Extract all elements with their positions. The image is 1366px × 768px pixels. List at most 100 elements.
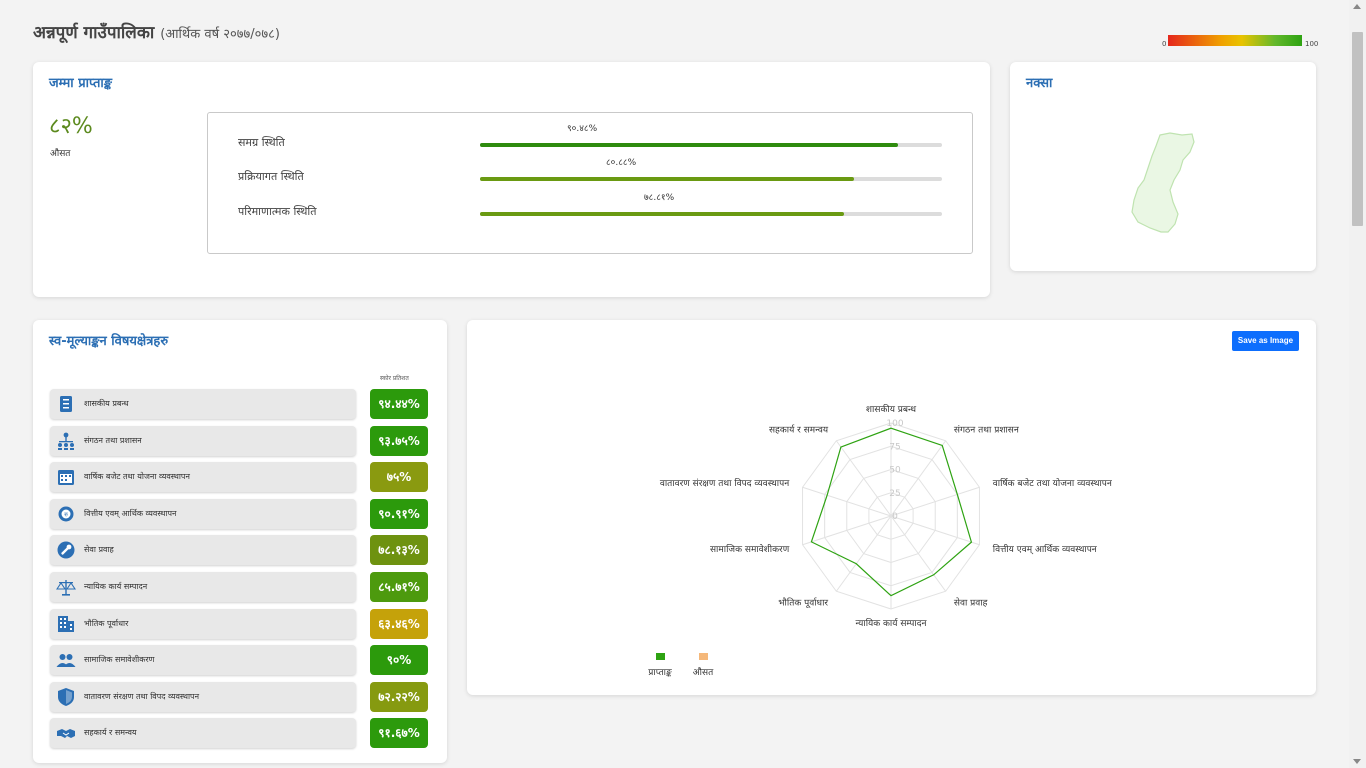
area-row[interactable]: शासकीय प्रबन्ध ९४.४४% xyxy=(50,389,428,419)
progress-track xyxy=(480,143,942,147)
radar-axis-label: सेवा प्रवाह xyxy=(954,597,988,609)
area-row[interactable]: वातावरण संरक्षण तथा विपद व्यवस्थापन ७२.२२… xyxy=(50,681,428,712)
area-pill[interactable]: सहकार्य र समन्वय xyxy=(50,718,356,749)
scale-max-label: 100 xyxy=(1305,40,1319,48)
scroll-down-arrow-icon[interactable] xyxy=(1353,759,1361,764)
average-score-label: औसत xyxy=(50,149,71,159)
svg-text:रु: रु xyxy=(64,511,68,518)
municipality-map-shape[interactable] xyxy=(1010,62,1316,271)
area-label: भौतिक पूर्वाधार xyxy=(84,618,129,628)
building-icon xyxy=(58,615,74,632)
radar-chart-card: 0 25 50 75 100 शासकीय प्रबन्ध संगठन तथा प्रशास… xyxy=(467,320,1316,695)
page-scrollbar[interactable] xyxy=(1349,0,1366,768)
area-score-badge: ९४.४४% xyxy=(370,389,428,419)
people-icon xyxy=(56,654,76,668)
radar-axis-label: भौतिक पूर्वाधार xyxy=(778,597,828,609)
area-row[interactable]: वार्षिक बजेट तथा योजना व्यवस्थापन ७५% xyxy=(50,462,428,493)
radar-axis-label: सहकार्य र समन्वय xyxy=(769,423,829,435)
radar-axis-label: संगठन तथा प्रशासन xyxy=(954,424,1020,435)
area-pill[interactable]: वातावरण संरक्षण तथा विपद व्यवस्थापन xyxy=(50,681,356,712)
area-score-badge: ९३.७५% xyxy=(370,425,428,456)
score-column-header: स्कोर प्रतिशत xyxy=(380,375,409,382)
area-pill[interactable]: संगठन तथा प्रशासन xyxy=(50,425,356,456)
status-percent: ९०.४८% xyxy=(567,124,598,134)
area-pill[interactable]: न्यायिक कार्य सम्पादन xyxy=(50,572,356,602)
area-pill[interactable]: सेवा प्रवाह xyxy=(50,535,356,566)
total-score-card: जम्मा प्राप्ताङ्क ८२% औसत समग्र स्थिति ९… xyxy=(33,62,990,297)
radar-axis-label: वातावरण संरक्षण तथा विपद व्यवस्थापन xyxy=(660,477,790,489)
area-label: वातावरण संरक्षण तथा विपद व्यवस्थापन xyxy=(84,691,200,701)
area-label: सामाजिक समावेशीकरण xyxy=(84,655,155,665)
shield-icon xyxy=(58,687,74,706)
area-row[interactable]: सहकार्य र समन्वय ९१.६७% xyxy=(50,718,428,749)
area-row[interactable]: सामाजिक समावेशीकरण ९०% xyxy=(50,645,428,676)
area-row[interactable]: संगठन तथा प्रशासन ९३.७५% xyxy=(50,425,428,456)
radar-chart: 0 25 50 75 100 शासकीय प्रबन्ध संगठन तथा प्रशास… xyxy=(648,403,1113,678)
area-label: संगठन तथा प्रशासन xyxy=(84,435,142,445)
total-score-title: जम्मा प्राप्ताङ्क xyxy=(49,76,112,91)
area-score-badge: ७८.१३% xyxy=(370,535,428,566)
radar-tick-label: 75 xyxy=(889,442,900,452)
radar-tick-label: 50 xyxy=(889,466,901,476)
area-pill[interactable]: शासकीय प्रबन्ध xyxy=(50,389,356,419)
status-label: परिमाणात्मक स्थिति xyxy=(238,205,317,218)
radar-spoke xyxy=(890,440,947,517)
radar-spoke xyxy=(802,486,892,517)
scales-icon xyxy=(56,580,76,596)
radar-spoke xyxy=(835,515,892,592)
radar-spoke xyxy=(890,515,980,546)
status-box: समग्र स्थिति ९०.४८% प्रक्रियागत स्थिति ८… xyxy=(207,112,973,254)
radar-spoke xyxy=(890,515,947,592)
wrench-icon xyxy=(57,541,75,559)
radar-axis-label: वित्तीय एवम् आर्थिक व्यवस्थापन xyxy=(993,543,1098,555)
area-pill[interactable]: वार्षिक बजेट तथा योजना व्यवस्थापन xyxy=(50,462,356,493)
area-row[interactable]: न्यायिक कार्य सम्पादन ८५.७१% xyxy=(50,572,428,602)
areas-title: स्व-मूल्याङ्कन विषयक्षेत्रहरु xyxy=(49,334,169,349)
radar-axis-label: शासकीय प्रबन्ध xyxy=(866,403,917,415)
progress-track xyxy=(480,177,942,181)
scrollbar-thumb[interactable] xyxy=(1352,32,1363,226)
legend-swatch xyxy=(656,653,665,660)
area-row[interactable]: भौतिक पूर्वाधार ६३.४६% xyxy=(50,608,428,639)
progress-fill xyxy=(480,212,845,216)
area-label: शासकीय प्रबन्ध xyxy=(84,399,129,408)
area-pill[interactable]: सामाजिक समावेशीकरण xyxy=(50,645,356,676)
area-row[interactable]: रु वित्तीय एवम् आर्थिक व्यवस्थापन ९०.९१% xyxy=(50,498,428,529)
gear-money-icon: रु xyxy=(58,506,74,522)
radar-spoke xyxy=(835,440,892,517)
area-label: वित्तीय एवम् आर्थिक व्यवस्थापन xyxy=(84,508,177,518)
radar-tick-label: 0 xyxy=(892,512,898,522)
radar-axis-label: न्यायिक कार्य सम्पादन xyxy=(855,617,927,629)
color-scale-legend: 0 100 xyxy=(1162,35,1318,49)
area-score-badge: ९०.९१% xyxy=(370,498,428,529)
status-percent: ७८.८१% xyxy=(644,193,675,203)
color-scale-bar xyxy=(1168,35,1302,46)
area-pill[interactable]: रु वित्तीय एवम् आर्थिक व्यवस्थापन xyxy=(50,498,356,529)
legend-label: प्राप्ताङ्क xyxy=(648,668,672,678)
area-score-badge: ९१.६७% xyxy=(370,718,428,749)
status-row-process: प्रक्रियागत स्थिति ८०.८८% xyxy=(208,155,972,185)
area-pill[interactable]: भौतिक पूर्वाधार xyxy=(50,608,356,639)
average-score-value: ८२% xyxy=(49,114,93,139)
status-row-quantitative: परिमाणात्मक स्थिति ७८.८१% xyxy=(208,190,972,220)
save-as-image-button[interactable]: Save as Image xyxy=(1232,331,1299,351)
area-score-badge: ६३.४६% xyxy=(370,608,428,639)
status-percent: ८०.८८% xyxy=(606,158,637,168)
municipality-name: अन्नपूर्ण गाउँपालिका xyxy=(33,23,155,43)
scroll-up-arrow-icon[interactable] xyxy=(1353,4,1361,9)
area-score-badge: ७५% xyxy=(370,462,428,493)
radar-spoke xyxy=(802,515,892,546)
legend-swatch xyxy=(699,653,708,660)
radar-axis-label: वार्षिक बजेट तथा योजना व्यवस्थापन xyxy=(993,477,1113,489)
radar-spoke xyxy=(890,486,980,517)
handshake-icon xyxy=(57,729,75,739)
area-row[interactable]: सेवा प्रवाह ७८.१३% xyxy=(50,535,428,566)
area-label: सहकार्य र समन्वय xyxy=(84,728,137,738)
progress-track xyxy=(480,212,942,216)
map-card: नक्सा xyxy=(1010,62,1316,271)
radar-tick-label: 100 xyxy=(886,419,903,429)
page-title: अन्नपूर्ण गाउँपालिका (आर्थिक वर्ष २०७७/०… xyxy=(33,20,280,43)
status-label: समग्र स्थिति xyxy=(238,136,285,149)
area-score-badge: ७२.२२% xyxy=(370,681,428,712)
calendar-icon xyxy=(58,470,74,486)
